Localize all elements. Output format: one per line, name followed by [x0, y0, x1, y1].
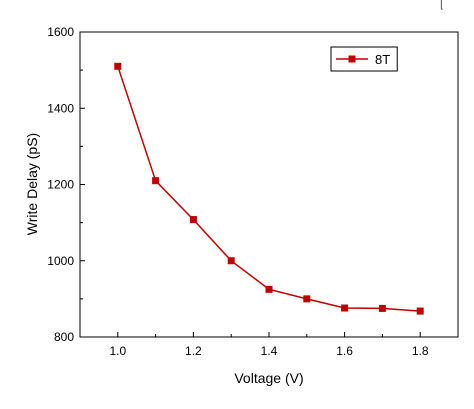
legend-marker	[348, 55, 356, 63]
series-line	[117, 66, 421, 312]
x-tick-label: 1.8	[412, 344, 429, 358]
x-tick-label: 1.6	[336, 344, 353, 358]
x-tick-label: 1.2	[185, 344, 202, 358]
y-tick-label: 1000	[47, 254, 74, 268]
data-point	[265, 285, 273, 293]
top-text-fragment: [	[440, 0, 444, 10]
data-point	[189, 216, 197, 224]
y-axis: 800 1000 1200 1400 1600	[47, 25, 85, 344]
series-8t	[114, 62, 424, 315]
data-point	[416, 307, 424, 315]
data-point	[378, 304, 386, 312]
x-axis-label: Voltage (V)	[234, 370, 303, 386]
data-point	[227, 257, 235, 265]
legend: 8T	[330, 46, 398, 72]
y-tick-label: 1400	[47, 101, 74, 115]
x-tick-label: 1.4	[261, 344, 278, 358]
y-axis-label: Write Delay (pS)	[24, 133, 40, 235]
data-point	[114, 62, 122, 70]
legend-label: 8T	[375, 52, 390, 67]
data-point	[152, 177, 160, 185]
x-tick-label: 1.0	[109, 344, 126, 358]
y-tick-label: 800	[54, 330, 74, 344]
x-axis: 1.0 1.2 1.4 1.6 1.8	[109, 332, 429, 358]
data-point	[341, 304, 349, 312]
y-tick-label: 1600	[47, 25, 74, 39]
y-tick-label: 1200	[47, 178, 74, 192]
data-point	[303, 295, 311, 303]
